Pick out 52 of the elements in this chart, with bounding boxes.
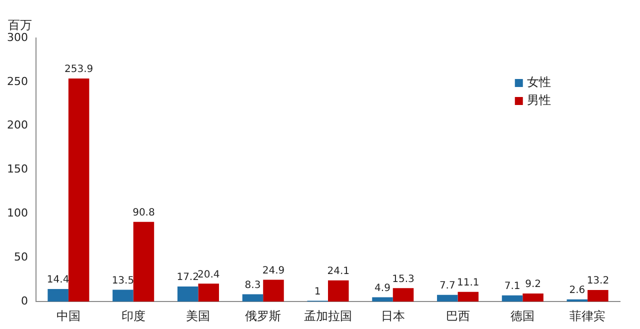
x-tick-label: 菲律宾 [570, 308, 606, 323]
data-label: 7.1 [504, 280, 520, 292]
data-label: 13.2 [586, 276, 610, 287]
y-tick-label: 100 [6, 206, 28, 220]
data-label: 2.6 [569, 284, 586, 296]
bar [242, 294, 264, 302]
data-label: 253.9 [64, 64, 94, 76]
y-tick-label: 300 [6, 30, 28, 44]
bar [133, 222, 154, 302]
legend-label: 女性 [526, 75, 551, 90]
x-tick-label: 中国 [56, 308, 80, 323]
x-tick-label: 日本 [380, 308, 405, 323]
bar [502, 295, 523, 302]
bar [437, 294, 458, 302]
bar [328, 280, 349, 302]
data-label: 24.1 [327, 266, 350, 278]
y-axis-title: 百万 [8, 18, 32, 32]
bar [588, 290, 608, 302]
data-label: 1 [314, 286, 321, 298]
x-tick-label: 美国 [186, 308, 210, 323]
bar [522, 294, 544, 302]
bar [263, 280, 284, 302]
data-label: 8.3 [244, 280, 261, 291]
x-tick-label: 孟加拉国 [304, 308, 352, 323]
data-label: 4.9 [374, 282, 390, 294]
bar [112, 290, 134, 302]
data-label: 11.1 [457, 277, 480, 288]
bar [198, 284, 219, 302]
data-label: 20.4 [197, 269, 220, 280]
y-tick-label: 200 [6, 118, 28, 132]
bar [68, 78, 90, 302]
data-label: 13.5 [112, 275, 134, 286]
x-tick-label: 德国 [510, 308, 535, 323]
bar [458, 292, 479, 302]
bar [372, 297, 393, 302]
y-tick-label: 250 [6, 74, 28, 88]
bar [392, 288, 414, 302]
bar [48, 288, 68, 302]
data-label: 15.3 [392, 274, 414, 285]
x-tick-label: 巴西 [446, 308, 470, 323]
data-label: 9.2 [525, 279, 541, 290]
data-label: 90.8 [132, 207, 155, 218]
legend-label: 男性 [526, 93, 551, 108]
y-tick-label: 50 [14, 250, 28, 264]
bar [177, 286, 198, 302]
data-label: 17.2 [176, 272, 199, 284]
data-label: 7.7 [439, 280, 456, 292]
x-tick-label: 印度 [121, 308, 146, 323]
y-tick-label: 0 [20, 294, 28, 308]
x-tick-label: 俄罗斯 [245, 308, 282, 323]
data-label: 24.9 [262, 265, 285, 276]
y-tick-label: 150 [6, 162, 28, 176]
